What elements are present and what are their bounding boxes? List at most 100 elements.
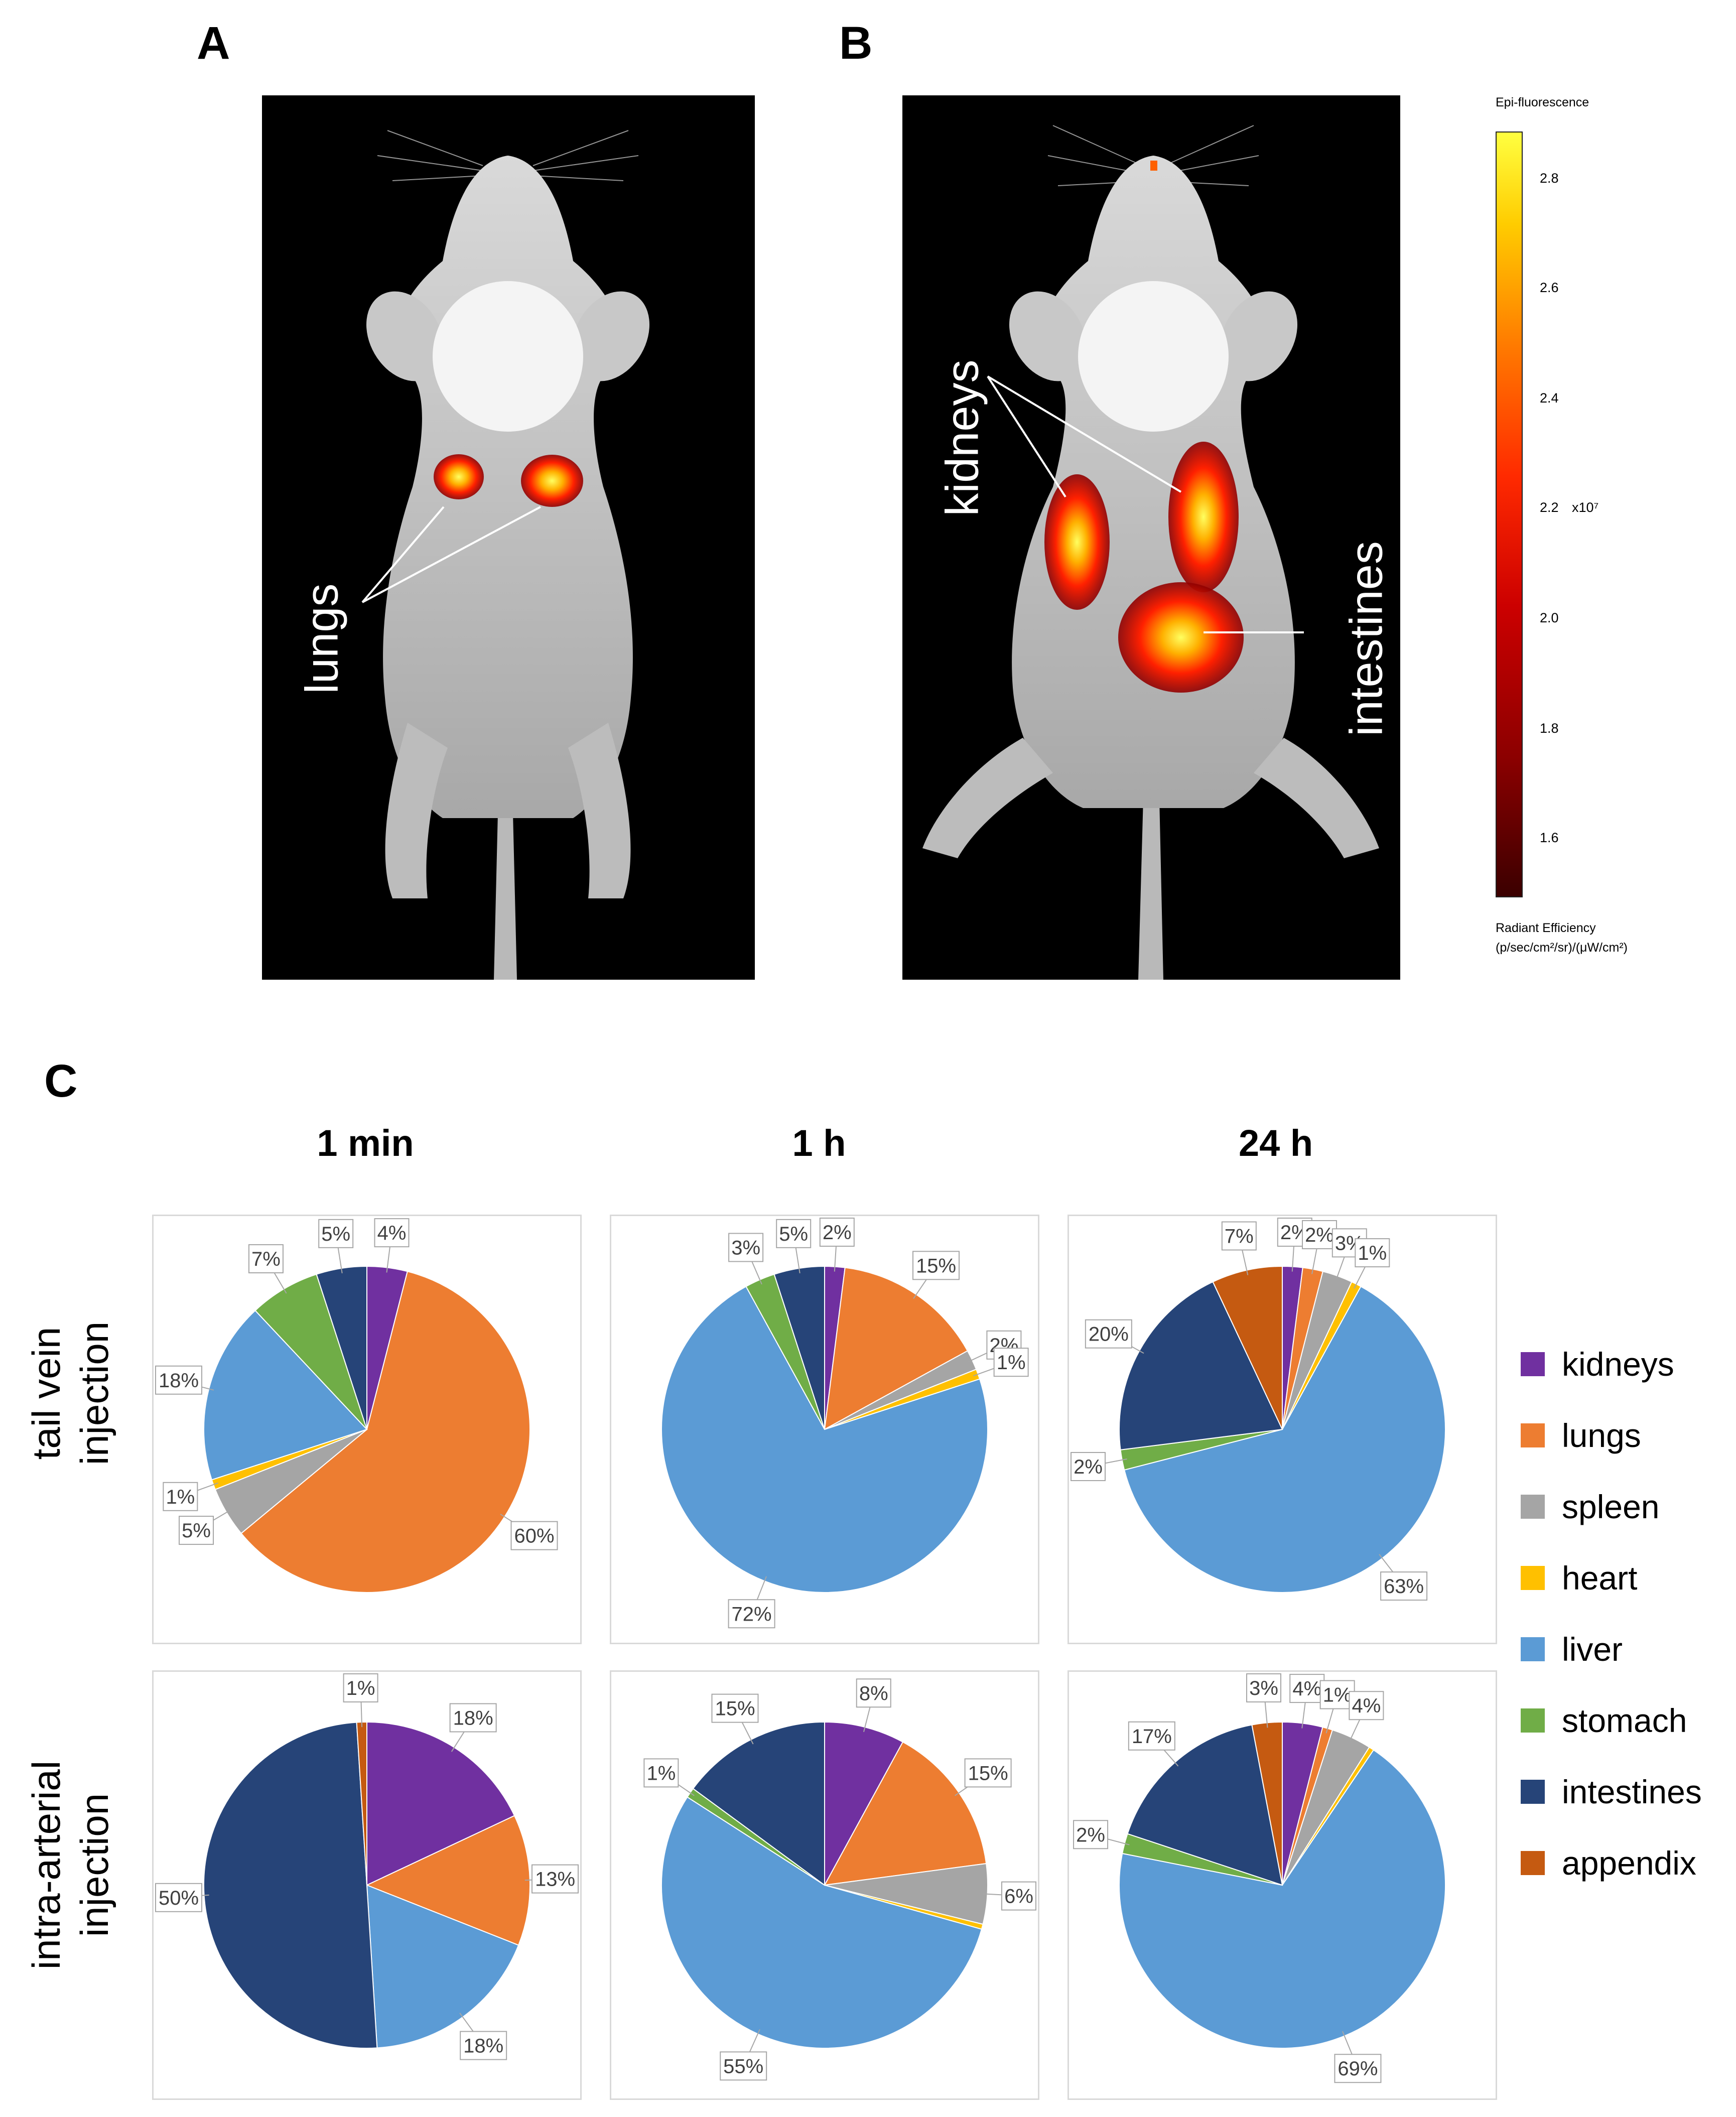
pie-data-label-intestines: 15%: [715, 1698, 755, 1720]
pie-data-label-heart: 1%: [166, 1486, 195, 1508]
pie-data-label-box: [1071, 1452, 1106, 1482]
mouse-image-a-graphic: [361, 130, 650, 980]
pie-data-label-box: [856, 1678, 891, 1708]
time-label-1h: 1 h: [792, 1122, 846, 1164]
legend-label-spleen: spleen: [1562, 1488, 1660, 1525]
pie-chart-svg: 8% 15% 6% 55% 1% 15%: [643, 1678, 1036, 2081]
legend-swatch-lungs: [1521, 1423, 1545, 1447]
pie-intra-arterial-24h: 4% 1% 4% 69% 2% 17% 3%: [1067, 1670, 1497, 2100]
legend-label-lungs: lungs: [1562, 1417, 1641, 1454]
pie-data-label-box: [720, 2051, 767, 2081]
colorbar-tick-2-0: 2.0: [1540, 610, 1559, 625]
pie-data-label-box: [1319, 1680, 1355, 1709]
pie-data-label-spleen: 4%: [1352, 1695, 1381, 1717]
legend-item-appendix: appendix: [1521, 1844, 1696, 1882]
time-label-24h: 24 h: [1238, 1122, 1313, 1164]
pie-data-label-box: [460, 2031, 507, 2060]
legend: kidneys lungs spleen heart liver stomach intes…: [1521, 1345, 1731, 1897]
colorbar-tick-2-2: 2.2: [1540, 500, 1559, 515]
pie-data-label-box: [510, 1521, 558, 1550]
pie-data-label-lungs: 1%: [1323, 1684, 1352, 1706]
pie-chart-svg: 4% 1% 4% 69% 2% 17% 3%: [1073, 1673, 1446, 2083]
legend-swatch-liver: [1521, 1637, 1545, 1661]
pie-data-label-lungs: 2%: [1305, 1224, 1334, 1246]
colorbar-tick-2-8: 2.8: [1540, 171, 1559, 186]
pie-data-label-box: [819, 1218, 855, 1247]
pie-chart-svg: 4% 60% 5% 1% 18% 7% 5%: [155, 1218, 558, 1593]
pie-slice-intestines: [203, 1722, 378, 2049]
pie-intra-arterial-1min: 18% 13% 18% 50% 1%: [152, 1670, 582, 2100]
mouse-image-b-graphic: [922, 125, 1379, 980]
pie-tail-vein-24h: 2% 2% 3% 1% 63% 2% 20% 7%: [1067, 1215, 1497, 1644]
pie-data-label-heart: 1%: [1358, 1242, 1387, 1264]
pie-data-label-intestines: 20%: [1089, 1324, 1129, 1346]
pie-data-label-intestines: 17%: [1132, 1726, 1172, 1748]
pie-data-label-box: [1380, 1571, 1428, 1601]
colorbar-tick-1-6: 1.6: [1540, 830, 1559, 845]
legend-item-stomach: stomach: [1521, 1701, 1687, 1740]
pie-data-label-kidneys: 18%: [453, 1707, 493, 1729]
time-label-1min: 1 min: [317, 1122, 414, 1164]
colorbar-gradient: [1496, 131, 1523, 897]
colorbar-tick-2-4: 2.4: [1540, 390, 1559, 406]
colorbar-multiplier: x10⁷: [1572, 500, 1599, 515]
pie-data-label-box: [912, 1251, 960, 1280]
pie-data-label-intestines: 5%: [779, 1223, 808, 1245]
pie-data-label-intestines: 5%: [321, 1223, 350, 1245]
colorbar: Epi-fluorescence 2.8 2.6 2.4 2.2 x10⁷ 2.…: [1496, 95, 1726, 979]
legend-item-heart: heart: [1521, 1559, 1637, 1597]
pie-data-label-box: [1334, 2054, 1382, 2083]
mouse-image-a: lungs: [262, 95, 755, 980]
legend-label-appendix: appendix: [1562, 1844, 1696, 1882]
pie-data-label-heart: 1%: [997, 1352, 1026, 1374]
pie-data-label-box: [964, 1758, 1012, 1788]
legend-swatch-intestines: [1521, 1780, 1545, 1804]
legend-swatch-kidneys: [1521, 1352, 1545, 1376]
pie-data-label-appendix: 3%: [1249, 1677, 1278, 1699]
colorbar-title: Epi-fluorescence: [1496, 95, 1589, 109]
pie-data-label-intestines: 50%: [159, 1887, 199, 1909]
pie-data-label-box: [1289, 1674, 1325, 1703]
colorbar-tick-2-6: 2.6: [1540, 280, 1559, 295]
row-label-tail-vein-line1: tail vein: [24, 1327, 68, 1460]
pie-data-label-box: [374, 1218, 410, 1248]
pie-data-label-lungs: 15%: [968, 1762, 1008, 1784]
pie-data-label-liver: 55%: [723, 2055, 763, 2077]
legend-swatch-appendix: [1521, 1851, 1545, 1875]
pie-data-label-box: [1302, 1220, 1338, 1249]
pie-data-label-stomach: 7%: [251, 1248, 281, 1270]
pie-data-label-spleen: 5%: [182, 1520, 211, 1542]
legend-label-kidneys: kidneys: [1562, 1346, 1674, 1383]
pie-data-label-stomach: 2%: [1074, 1456, 1103, 1478]
pie-data-label-box: [343, 1673, 378, 1702]
pie-tail-vein-1min: 4% 60% 5% 1% 18% 7% 5%: [152, 1215, 582, 1644]
organ-label-kidneys: kidneys: [937, 359, 988, 516]
pie-data-label-liver: 63%: [1384, 1575, 1424, 1598]
pie-data-label-box: [155, 1365, 202, 1395]
pie-data-label-liver: 69%: [1338, 2058, 1378, 2080]
colorbar-unit-value: (p/sec/cm²/sr)/(μW/cm²): [1496, 941, 1628, 955]
legend-item-lungs: lungs: [1521, 1416, 1641, 1454]
pie-data-label-spleen: 6%: [1004, 1886, 1033, 1908]
pie-data-label-appendix: 7%: [1225, 1226, 1254, 1248]
pie-data-label-box: [728, 1233, 764, 1262]
pie-data-label-liver: 18%: [159, 1370, 199, 1392]
pie-data-label-box: [1073, 1820, 1109, 1849]
pie-data-label-stomach: 2%: [1076, 1824, 1105, 1846]
pie-data-label-box: [1246, 1673, 1282, 1702]
pie-data-label-kidneys: 4%: [1292, 1678, 1321, 1700]
pie-data-label-box: [776, 1219, 812, 1248]
pie-data-label-box: [1128, 1721, 1175, 1751]
pie-data-label-box: [155, 1883, 202, 1912]
legend-swatch-heart: [1521, 1566, 1545, 1590]
pie-data-label-box: [248, 1244, 284, 1274]
panel-label-b: B: [839, 18, 873, 69]
pie-chart-svg: 2%2% 3%1%63%2%20%7%: [1071, 1218, 1446, 1601]
pie-data-label-box: [643, 1758, 679, 1788]
mouse-image-b: kidneys intestines: [902, 95, 1400, 980]
legend-label-liver: liver: [1562, 1631, 1623, 1668]
legend-item-kidneys: kidneys: [1521, 1345, 1674, 1383]
pie-data-label-liver: 72%: [732, 1603, 772, 1625]
pie-data-label-box: [163, 1482, 198, 1511]
organ-label-intestines: intestines: [1341, 541, 1392, 736]
